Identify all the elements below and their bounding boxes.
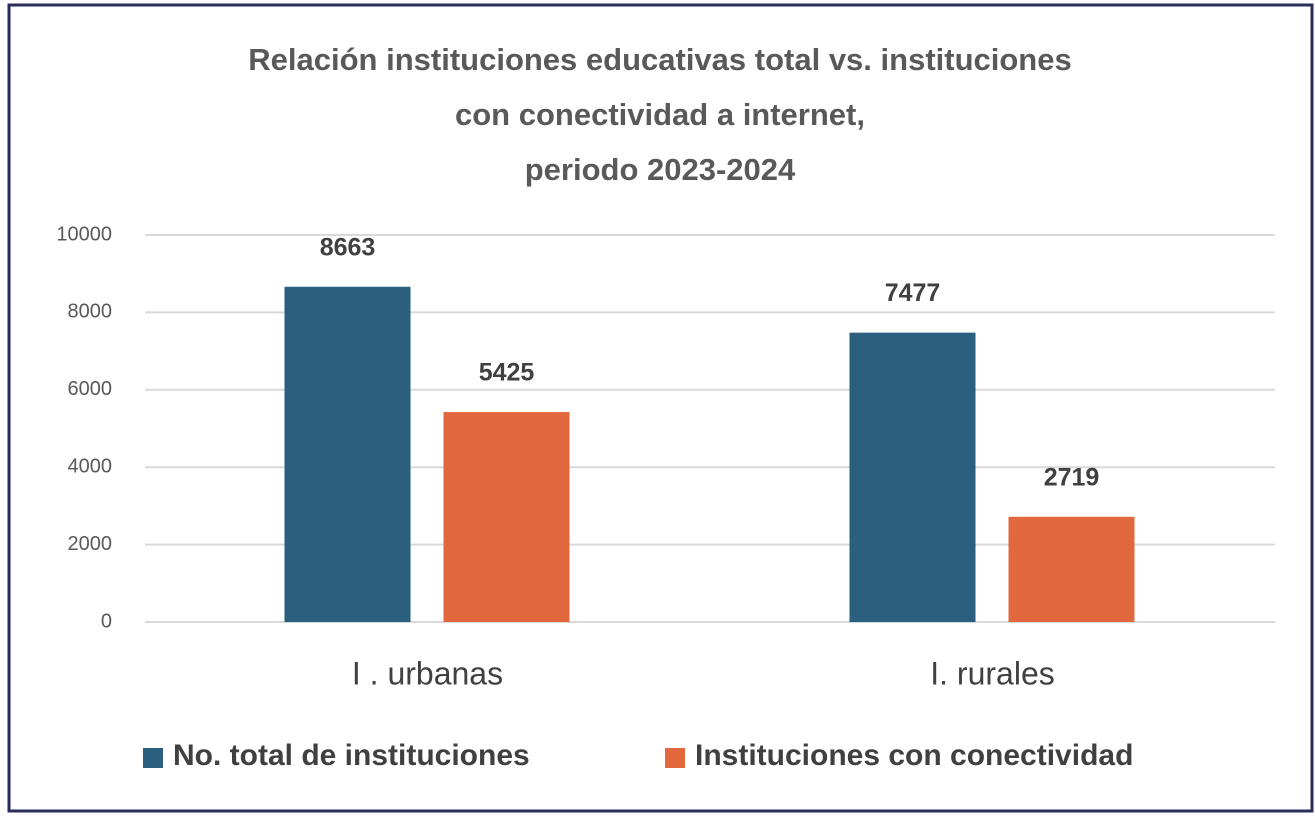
y-tick-label: 6000 <box>68 378 113 400</box>
bar <box>284 286 411 622</box>
bar <box>443 412 570 622</box>
legend-swatch <box>143 748 163 768</box>
y-tick-label: 10000 <box>56 223 112 245</box>
bar <box>849 332 976 622</box>
y-tick-label: 8000 <box>68 301 113 323</box>
legend-label: Instituciones con conectividad <box>695 739 1133 772</box>
x-tick-label: I. rurales <box>930 655 1054 691</box>
y-tick-label: 2000 <box>68 533 113 555</box>
value-label: 5425 <box>479 359 535 387</box>
legend-label: No. total de instituciones <box>173 739 530 772</box>
legend-swatch <box>665 748 685 768</box>
y-tick-label: 0 <box>101 610 112 632</box>
value-label: 2719 <box>1044 463 1100 491</box>
chart-frame <box>7 3 1314 813</box>
bar <box>1008 516 1135 622</box>
value-label: 8663 <box>320 233 376 261</box>
value-label: 7477 <box>885 279 941 307</box>
y-tick-label: 4000 <box>68 455 113 477</box>
chart-title: Relación instituciones educativas total … <box>248 42 1071 77</box>
chart-title: con conectividad a internet, <box>455 97 865 132</box>
x-tick-label: I . urbanas <box>352 655 503 691</box>
chart-title: periodo 2023-2024 <box>525 152 796 187</box>
